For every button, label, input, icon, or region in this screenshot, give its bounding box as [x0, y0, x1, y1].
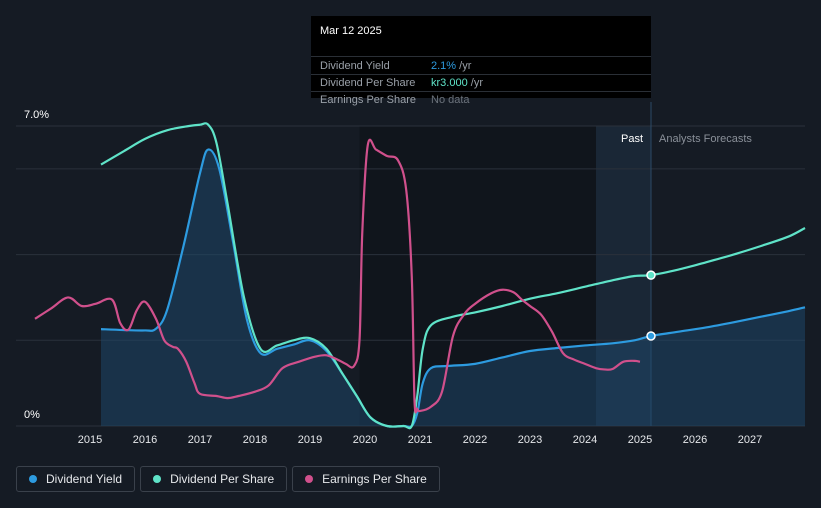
legend-item-dividend-yield[interactable]: Dividend Yield: [16, 466, 136, 492]
tooltip-divider: [311, 56, 651, 57]
x-tick-label: 2020: [353, 434, 377, 446]
x-tick-label: 2016: [133, 434, 157, 446]
legend-item-dividend-per-share[interactable]: Dividend Per Share: [140, 466, 288, 492]
tooltip-row-dividend-per-share: Dividend Per Share kr3.000 /yr: [311, 74, 651, 92]
tooltip-label: Earnings Per Share: [320, 94, 416, 106]
x-tick-label: 2018: [243, 434, 267, 446]
x-tick-label: 2024: [573, 434, 597, 446]
legend-label: Earnings Per Share: [322, 472, 427, 486]
series-lines: [34, 122, 806, 430]
dividend-yield-marker: [646, 331, 656, 341]
dividend-per-share-line: [100, 122, 806, 430]
tooltip-date: Mar 12 2025: [320, 25, 382, 37]
x-tick-label: 2017: [188, 434, 212, 446]
earnings-per-share-line: [34, 138, 641, 414]
tooltip-divider: [311, 74, 651, 75]
past-label: Past: [621, 133, 643, 145]
x-tick-label: 2023: [518, 434, 542, 446]
tooltip-label: Dividend Yield: [320, 60, 390, 72]
x-axis-ticks: 2015 2016 2017 2018 2019 2020 2021 2022 2023 2024…: [78, 434, 762, 446]
tooltip-value: No data: [431, 94, 470, 106]
legend-label: Dividend Per Share: [170, 472, 275, 486]
dividend-yield-dot-icon: [29, 475, 37, 483]
dividend-yield-area: [101, 149, 805, 427]
tooltip-divider: [311, 91, 651, 92]
x-tick-label: 2019: [298, 434, 322, 446]
x-tick-label: 2026: [683, 434, 707, 446]
analysts-forecasts-label: Analysts Forecasts: [659, 133, 752, 145]
chart-legend: Dividend Yield Dividend Per Share Earnin…: [16, 466, 440, 492]
legend-label: Dividend Yield: [46, 472, 123, 486]
series-areas: [101, 149, 805, 427]
x-tick-label: 2025: [628, 434, 652, 446]
x-tick-label: 2021: [408, 434, 432, 446]
legend-item-earnings-per-share[interactable]: Earnings Per Share: [292, 466, 440, 492]
tooltip-row-earnings-per-share: Earnings Per Share No data: [311, 91, 651, 109]
x-tick-label: 2022: [463, 434, 487, 446]
chart-tooltip: Mar 12 2025 Dividend Yield 2.1% /yr Divi…: [311, 16, 651, 106]
tooltip-value: kr3.000 /yr: [431, 77, 483, 89]
dividend-per-share-dot-icon: [153, 475, 162, 483]
highlight-markers: [646, 270, 656, 341]
x-tick-label: 2015: [78, 434, 102, 446]
x-tick-label: 2027: [738, 434, 762, 446]
y-axis-top-label: 7.0%: [24, 109, 49, 121]
y-axis-bottom-label: 0%: [24, 409, 40, 421]
earnings-per-share-dot-icon: [305, 475, 314, 483]
tooltip-label: Dividend Per Share: [320, 77, 416, 89]
tooltip-value: 2.1% /yr: [431, 60, 472, 72]
tooltip-row-dividend-yield: Dividend Yield 2.1% /yr: [311, 57, 651, 75]
dividend-per-share-marker: [646, 270, 656, 280]
